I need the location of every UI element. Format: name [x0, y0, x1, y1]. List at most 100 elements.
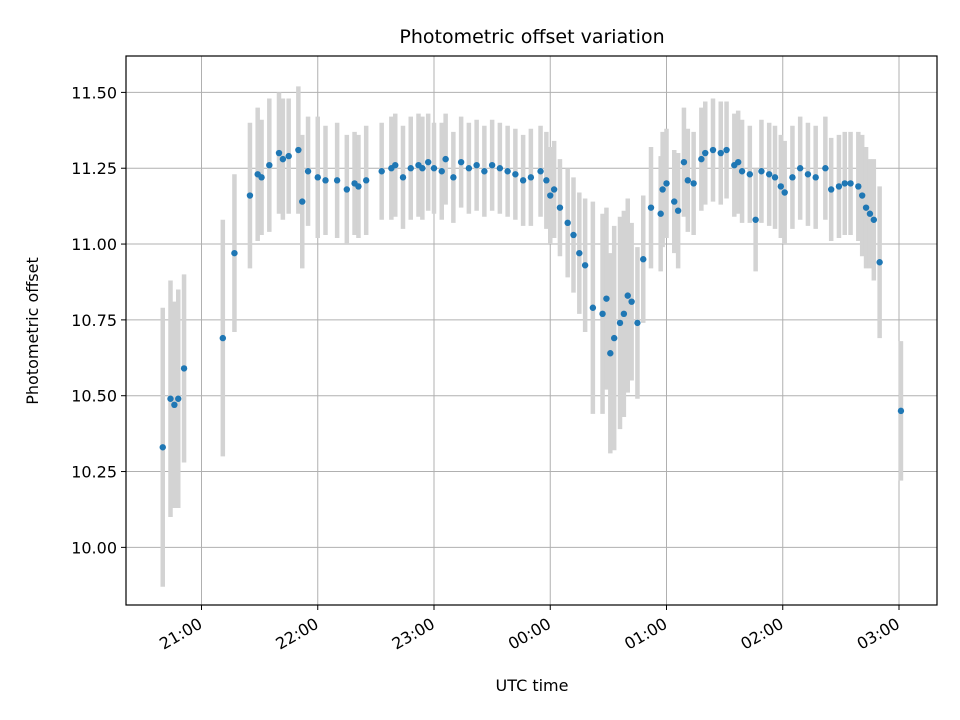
data-point: [858, 192, 866, 199]
x-tick-label: 22:00: [272, 614, 321, 654]
data-point: [870, 216, 878, 223]
data-point: [424, 158, 432, 166]
data-point: [392, 161, 399, 169]
data-point: [246, 192, 254, 199]
y-axis-ticks: 10.00 10.25 10.50 10.75 11.00 11.25 11.50: [71, 83, 126, 557]
data-point: [547, 192, 554, 199]
data-point: [299, 198, 306, 205]
data-point: [450, 174, 457, 181]
y-tick-label: 11.50: [71, 83, 117, 102]
data-point: [343, 186, 351, 193]
data-point: [275, 149, 283, 157]
y-tick-label: 10.50: [71, 387, 117, 406]
data-point: [537, 168, 544, 175]
data-point: [362, 177, 370, 184]
x-axis-ticks: 21:00 22:00 23:00 00:00 01:00 02:00 03:00: [156, 605, 903, 654]
y-tick-label: 10.75: [71, 311, 117, 330]
data-point: [610, 334, 618, 342]
data-point: [717, 149, 724, 157]
data-point: [279, 155, 287, 163]
data-points: [159, 146, 905, 451]
data-point: [543, 177, 550, 184]
data-point: [812, 174, 819, 181]
data-point: [322, 177, 329, 184]
data-point: [855, 183, 862, 190]
data-point: [314, 174, 321, 181]
data-point: [576, 249, 583, 257]
y-tick-label: 11.25: [71, 159, 117, 178]
data-point: [734, 158, 742, 166]
data-point: [758, 168, 765, 175]
data-point: [771, 174, 779, 181]
chart-title: Photometric offset variation: [399, 26, 664, 48]
data-point: [285, 152, 292, 160]
error-bars: [160, 86, 904, 587]
data-point: [496, 165, 504, 172]
data-point: [570, 231, 577, 239]
data-point: [723, 146, 730, 154]
x-tick-label: 23:00: [389, 614, 438, 654]
data-point: [504, 168, 511, 175]
data-point: [378, 168, 385, 175]
data-point: [527, 174, 535, 181]
data-point: [624, 292, 631, 299]
data-point: [465, 165, 473, 172]
data-point: [180, 365, 188, 372]
data-point: [690, 180, 697, 187]
data-point: [295, 146, 302, 154]
data-point: [550, 186, 558, 193]
data-point: [219, 334, 227, 342]
data-point: [634, 319, 641, 327]
data-point: [616, 319, 624, 327]
data-point: [473, 161, 480, 169]
data-point: [796, 165, 804, 172]
data-point: [159, 444, 166, 451]
data-point: [680, 158, 688, 166]
data-point: [519, 177, 527, 184]
data-point: [556, 204, 564, 211]
data-point: [407, 165, 414, 172]
x-tick-label: 21:00: [156, 614, 205, 654]
data-point: [171, 401, 178, 409]
data-point: [488, 161, 496, 169]
data-point: [684, 177, 692, 184]
data-point: [765, 171, 773, 178]
plot-frame: [125, 55, 938, 606]
data-point: [589, 304, 597, 311]
data-point: [355, 183, 362, 190]
data-point: [835, 183, 843, 190]
data-point: [647, 204, 655, 211]
x-tick-label: 00:00: [505, 614, 554, 654]
data-point: [897, 407, 905, 415]
data-point: [512, 171, 519, 178]
data-point: [804, 171, 812, 178]
y-tick-label: 11.00: [71, 235, 117, 254]
data-point: [442, 155, 449, 163]
data-point: [698, 155, 705, 163]
data-point: [657, 210, 664, 217]
y-tick-label: 10.25: [71, 463, 117, 482]
data-point: [781, 189, 788, 196]
data-point: [599, 310, 606, 318]
data-point: [457, 158, 465, 166]
data-point: [866, 210, 874, 217]
data-point: [258, 174, 265, 181]
data-point: [607, 350, 614, 357]
data-point: [702, 149, 709, 157]
data-point: [175, 395, 182, 402]
data-point: [738, 168, 746, 175]
data-point: [419, 165, 426, 172]
data-point: [659, 186, 666, 193]
data-point: [709, 146, 717, 154]
data-point: [640, 256, 647, 263]
x-tick-label: 02:00: [737, 614, 786, 654]
data-point: [746, 171, 754, 178]
data-point: [304, 168, 312, 175]
data-point: [603, 295, 610, 302]
y-axis-label: Photometric offset: [23, 257, 42, 405]
x-axis-label: UTC time: [496, 676, 569, 695]
data-point: [847, 180, 854, 187]
data-point: [822, 165, 829, 172]
data-point: [674, 207, 682, 214]
